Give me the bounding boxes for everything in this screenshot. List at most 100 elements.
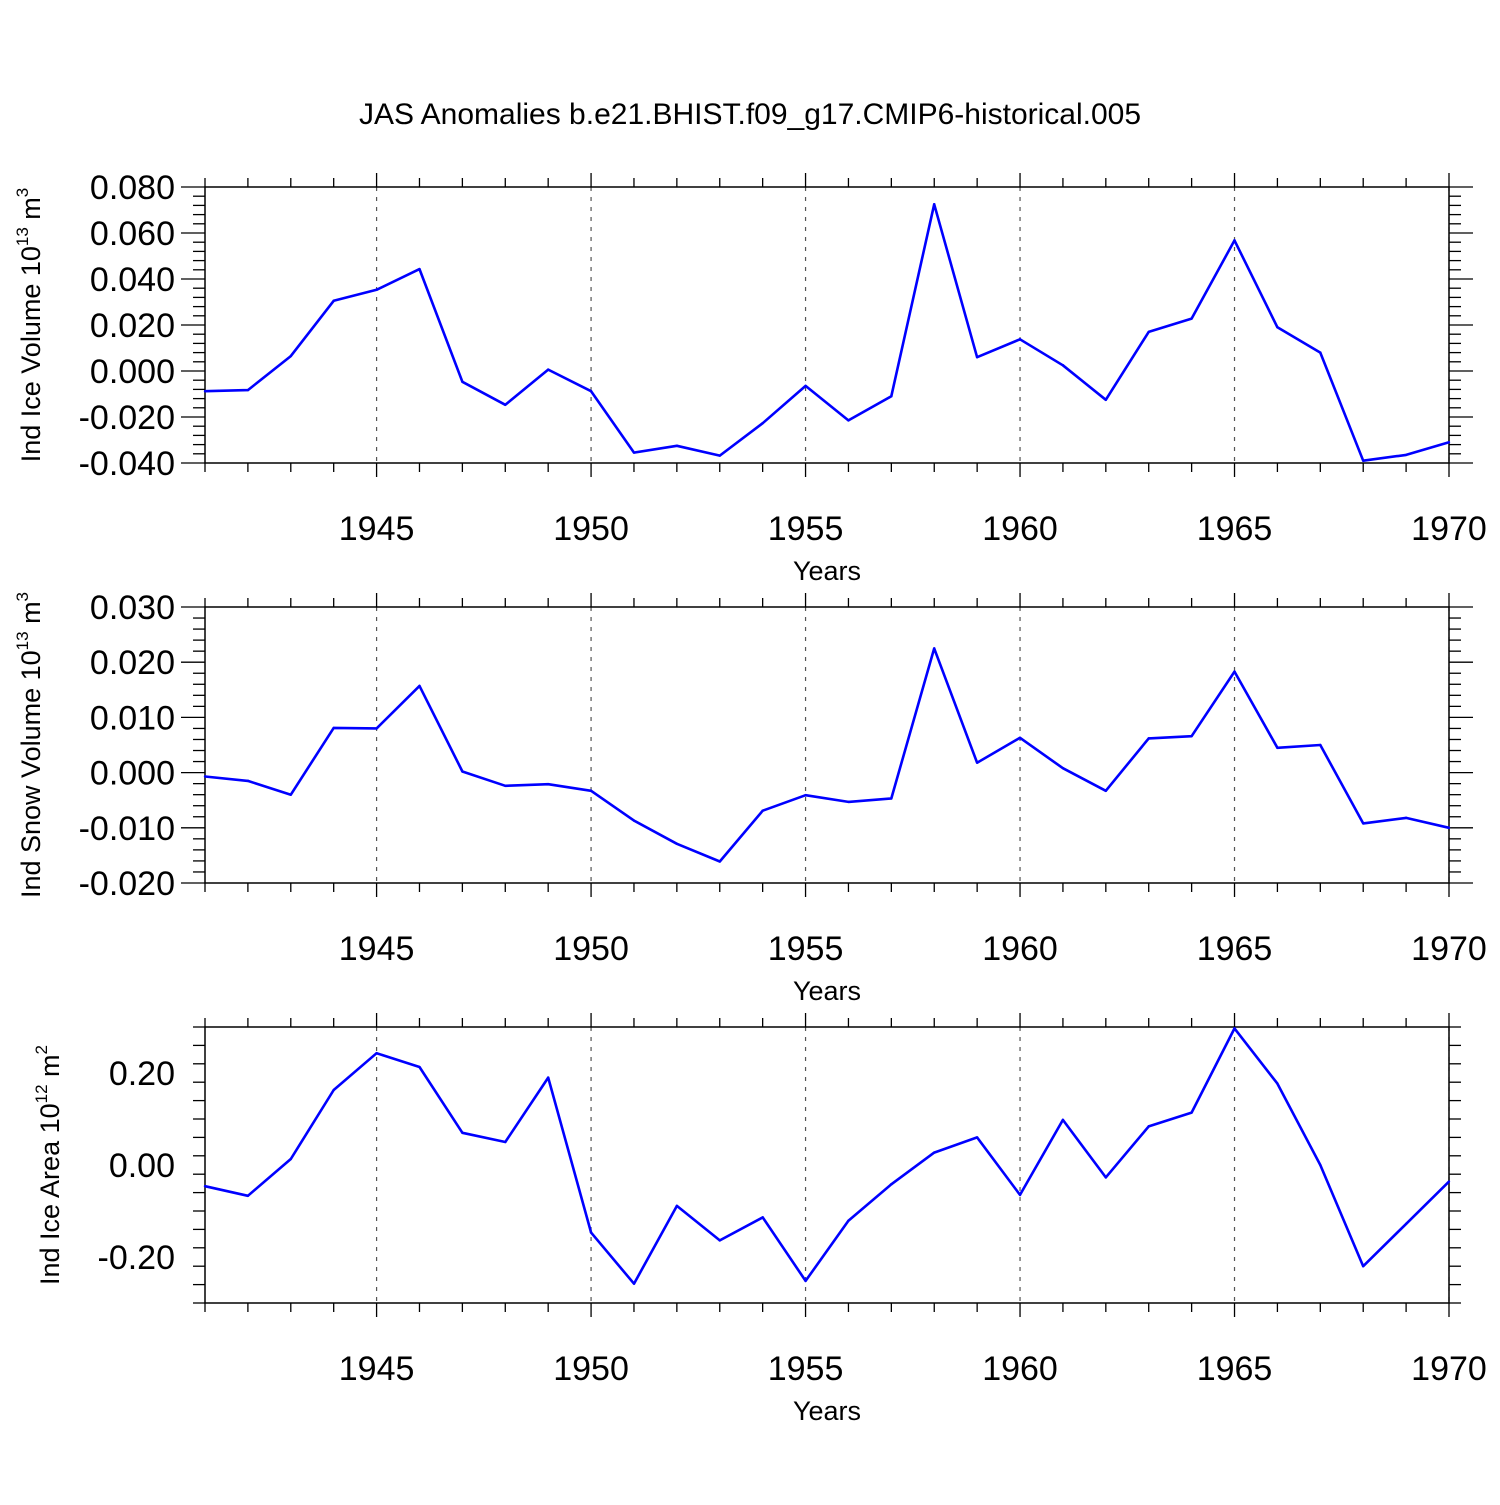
series-line-2 (204, 647, 1450, 863)
series-line-3 (204, 1027, 1450, 1285)
data-point-1955 (804, 794, 807, 797)
data-point-1961 (1061, 364, 1065, 367)
data-point-1941 (203, 775, 207, 778)
data-point-1957 (890, 797, 893, 800)
data-point-1965 (1233, 239, 1236, 242)
plot-frame (204, 1026, 1450, 1304)
data-point-1963 (1147, 330, 1150, 334)
data-point-1959 (975, 761, 979, 764)
data-point-1961 (1061, 766, 1065, 770)
x-tick-label-1960: 1960 (982, 510, 1058, 548)
data-point-1960 (1018, 736, 1022, 740)
data-point-1969 (1404, 816, 1408, 820)
y-tick-label: 0.00 (109, 1147, 175, 1185)
data-point-1967 (1319, 743, 1322, 747)
data-point-1945 (375, 1052, 378, 1055)
data-point-1965 (1233, 670, 1236, 673)
data-point-1943 (289, 1157, 292, 1161)
data-point-1949 (546, 1076, 550, 1079)
data-point-1962 (1104, 398, 1108, 401)
data-point-1959 (975, 356, 979, 359)
data-point-1942 (246, 388, 250, 392)
y-axis-title: Ind Ice Area 1012 m2 (32, 1045, 65, 1285)
y-tick-label: 0.040 (90, 261, 175, 299)
data-point-1941 (203, 390, 207, 393)
data-point-1956 (847, 800, 850, 804)
x-tick-label-1945: 1945 (339, 930, 415, 968)
x-tick-label-1965: 1965 (1197, 1350, 1273, 1388)
chart-panel-2: -0.020 -0.010 0.000 0.010 0.020 0.030 1945 1950… (13, 589, 1487, 1006)
data-point-1954 (761, 1216, 764, 1219)
data-point-1950 (589, 1231, 593, 1234)
data-point-1963 (1147, 737, 1150, 740)
y-axis-title: Ind Snow Volume 1013 m3 (13, 592, 46, 898)
x-tick-label-1945: 1945 (339, 510, 415, 548)
data-point-1970 (1447, 441, 1451, 444)
data-point-1969 (1404, 1222, 1408, 1226)
data-point-1967 (1319, 1163, 1322, 1167)
data-point-1966 (1276, 746, 1279, 749)
data-point-1951 (632, 819, 636, 822)
x-tick-label-1960: 1960 (982, 930, 1058, 968)
data-point-1944 (332, 726, 335, 730)
data-point-1951 (632, 451, 636, 454)
y-tick-label: -0.010 (79, 810, 175, 848)
data-point-1948 (504, 1140, 507, 1144)
data-point-1954 (761, 809, 764, 812)
data-point-1950 (589, 390, 593, 393)
data-point-1952 (675, 842, 679, 846)
data-point-1970 (1447, 1180, 1451, 1183)
data-point-1968 (1362, 1265, 1365, 1268)
x-tick-label-1960: 1960 (982, 1350, 1058, 1388)
x-axis-title: Years (793, 1396, 861, 1426)
data-point-1957 (890, 395, 893, 398)
x-tick-label-1970: 1970 (1411, 930, 1487, 968)
data-point-1964 (1190, 1111, 1193, 1114)
data-point-1963 (1147, 1125, 1150, 1128)
data-point-1944 (332, 1088, 335, 1092)
y-tick-label: -0.040 (79, 445, 175, 483)
data-point-1943 (289, 793, 292, 796)
data-point-1967 (1319, 351, 1322, 354)
y-tick-label: 0.060 (90, 215, 175, 253)
data-point-1951 (632, 1282, 636, 1285)
data-point-1969 (1404, 453, 1408, 457)
data-point-1958 (933, 647, 936, 650)
data-point-1970 (1447, 826, 1451, 829)
data-point-1966 (1276, 1082, 1279, 1085)
data-point-1958 (933, 203, 936, 206)
x-tick-label-1965: 1965 (1197, 510, 1273, 548)
data-point-1962 (1104, 1176, 1108, 1179)
chart-panel-3: -0.20 0.00 0.20 1945 1950 1955 1960 1965 1970 Yea… (32, 1013, 1487, 1426)
data-point-1956 (847, 1219, 850, 1222)
data-point-1958 (933, 1151, 936, 1154)
x-tick-label-1950: 1950 (553, 1350, 629, 1388)
plot-frame (204, 606, 1450, 884)
data-point-1953 (718, 1239, 721, 1242)
data-point-1952 (675, 444, 679, 447)
data-point-1942 (246, 779, 250, 783)
y-tick-label: -0.020 (79, 865, 175, 903)
y-tick-label: 0.000 (90, 755, 175, 793)
data-point-1948 (504, 784, 507, 788)
x-tick-label-1950: 1950 (553, 510, 629, 548)
y-tick-label: -0.20 (98, 1239, 176, 1277)
data-point-1949 (546, 368, 550, 371)
x-tick-label-1970: 1970 (1411, 1350, 1487, 1388)
data-point-1964 (1190, 734, 1193, 738)
data-point-1946 (418, 684, 421, 688)
data-point-1964 (1190, 317, 1193, 320)
y-tick-label: -0.020 (79, 399, 175, 437)
y-tick-label: 0.20 (109, 1055, 175, 1093)
data-point-1955 (804, 1279, 807, 1283)
chart-panel-1: -0.040 -0.020 0.000 0.020 0.040 0.060 0.080 194… (13, 169, 1487, 586)
x-tick-label-1945: 1945 (339, 1350, 415, 1388)
data-point-1965 (1233, 1027, 1236, 1030)
data-point-1953 (718, 860, 721, 863)
data-point-1941 (203, 1184, 207, 1188)
y-tick-label: 0.000 (90, 353, 175, 391)
data-point-1952 (675, 1204, 679, 1208)
data-point-1956 (847, 419, 850, 422)
